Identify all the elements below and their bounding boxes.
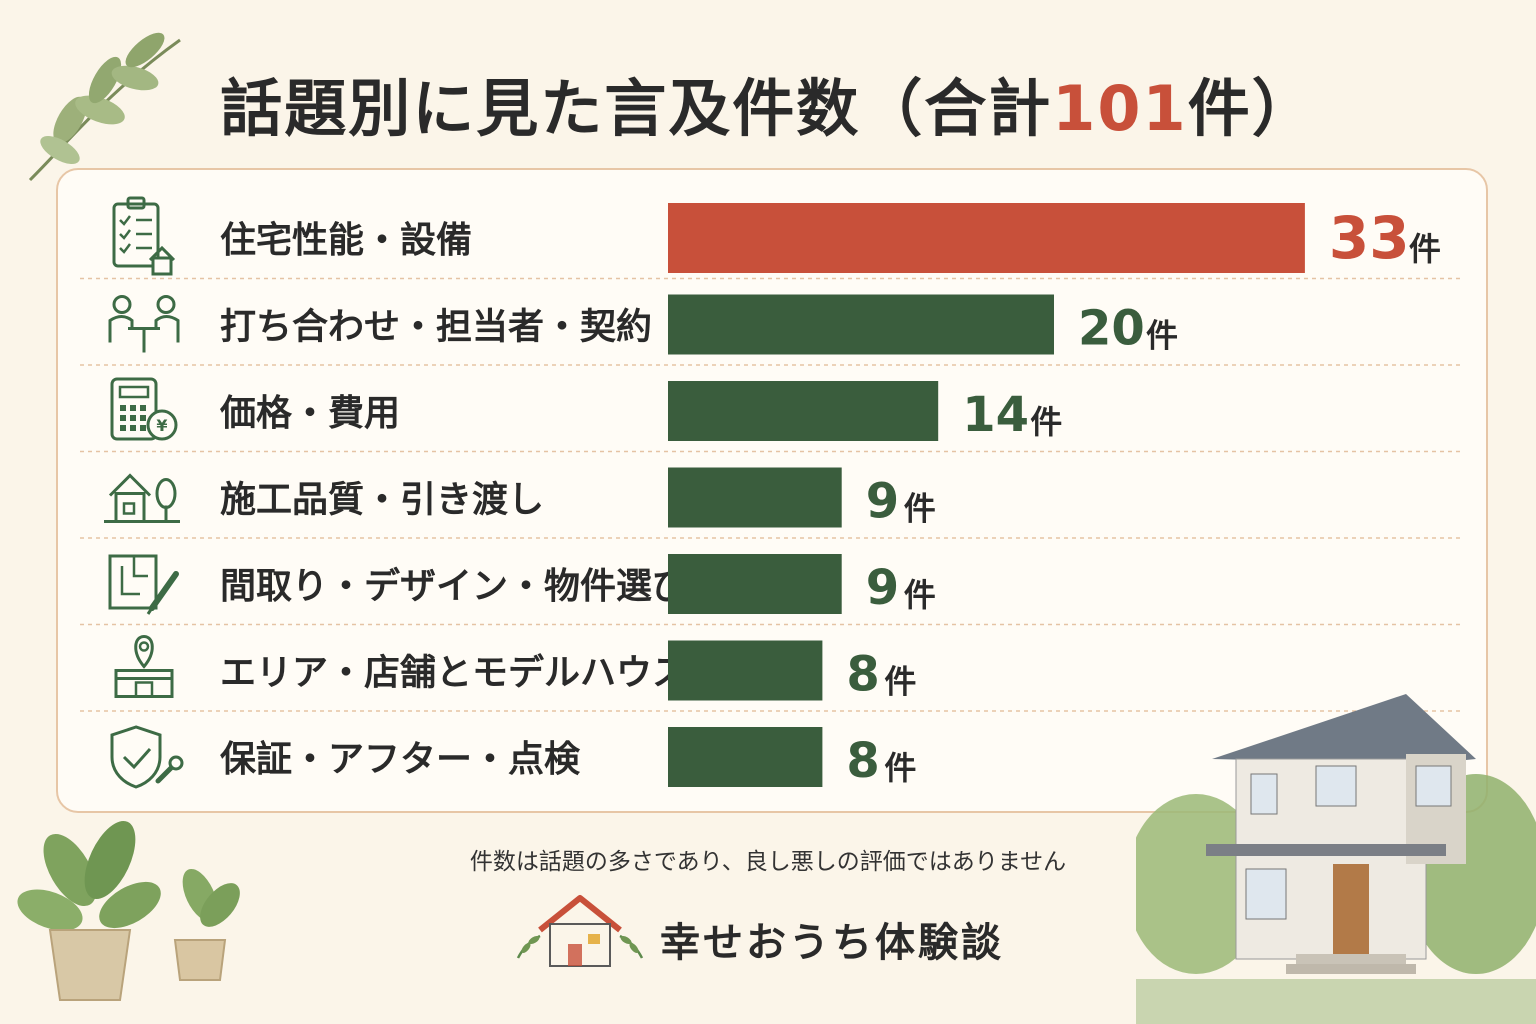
bar (668, 554, 842, 614)
bar (668, 381, 939, 441)
unit-label: 件 (884, 749, 916, 787)
calculator-yen-icon: ¥ (110, 377, 178, 441)
category-label: 保証・アフター・点検 (220, 739, 581, 780)
house-tree-icon (104, 473, 180, 523)
unit-label: 件 (884, 663, 916, 701)
unit-label: 件 (1409, 230, 1441, 268)
house-logo-icon (516, 895, 644, 967)
bar (668, 727, 823, 787)
title-total: 101 (1052, 72, 1188, 145)
unit-label: 件 (1146, 317, 1178, 355)
value-label: 20 (1078, 301, 1145, 357)
unit-label: 件 (1030, 403, 1062, 441)
checklist-house-icon (112, 196, 176, 276)
meeting-people-icon (108, 295, 180, 353)
bar (668, 203, 1305, 273)
shield-wrench-icon (110, 725, 184, 789)
value-label: 8 (846, 733, 879, 789)
brand-name: 幸せおうち体験談 (660, 920, 1004, 966)
floorplan-pencil-icon (108, 554, 179, 615)
category-label: 価格・費用 (219, 393, 400, 434)
footnote: 件数は話題の多さであり、良し悪しの評価ではありません (469, 849, 1067, 875)
category-label: 施工品質・引き渡し (220, 480, 544, 521)
leaf-branch-icon (28, 32, 181, 182)
potted-plant-icon (17, 821, 240, 1001)
chart-title: 話題別に見た言及件数（合計101件） (0, 58, 1536, 148)
svg-text:¥: ¥ (156, 416, 167, 435)
house-illustration-icon (1136, 694, 1536, 1024)
category-label: 打ち合わせ・担当者・契約 (220, 307, 652, 348)
value-label: 9 (866, 474, 899, 530)
title-suffix: 件） (1187, 72, 1316, 145)
category-label: 間取り・デザイン・物件選び (220, 565, 688, 607)
title-main: 話題別に見た言及件数（合計 (220, 72, 1053, 145)
value-label: 14 (962, 387, 1029, 443)
bar (668, 640, 823, 701)
value-label: 33 (1329, 204, 1410, 272)
unit-label: 件 (904, 490, 936, 528)
category-label: 住宅性能・設備 (220, 219, 472, 261)
value-label: 9 (866, 560, 899, 616)
category-label: エリア・店舗とモデルハウス (220, 652, 688, 694)
brand: 幸せおうち体験談 (510, 888, 1030, 978)
unit-label: 件 (904, 576, 936, 614)
bar (668, 294, 1054, 355)
bar (668, 467, 842, 528)
map-pin-store-icon (114, 634, 174, 698)
value-label: 8 (846, 647, 879, 703)
